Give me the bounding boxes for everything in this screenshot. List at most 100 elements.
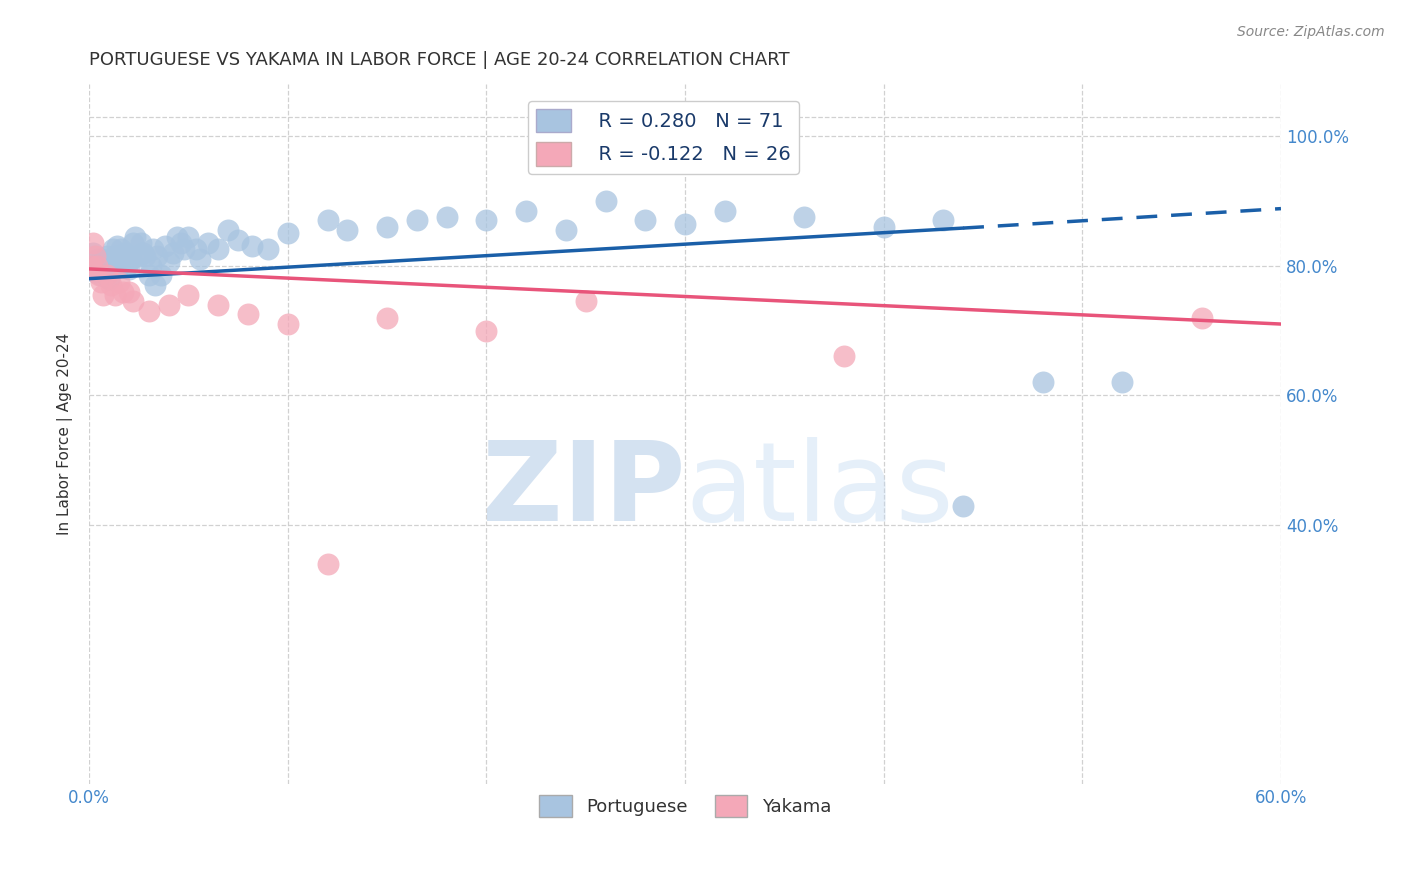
Point [475, 324, 498, 338]
Point [114, 245, 136, 260]
Point [94, 259, 117, 273]
Point [80, 259, 103, 273]
Point [436, 210, 458, 224]
Point [128, 249, 150, 263]
Point [98, 255, 121, 269]
Point [149, 268, 172, 283]
Point [142, 243, 165, 257]
Point [1032, 376, 1054, 390]
Point [84, 259, 107, 273]
Point [118, 261, 141, 276]
Point [207, 297, 229, 311]
Point [932, 213, 955, 227]
Point [87, 259, 110, 273]
Text: ZIP: ZIP [482, 437, 685, 544]
Point [713, 203, 735, 218]
Point [111, 249, 134, 263]
Point [1111, 376, 1133, 390]
Y-axis label: In Labor Force | Age 20-24: In Labor Force | Age 20-24 [58, 333, 73, 535]
Point [120, 252, 142, 267]
Point [169, 235, 191, 250]
Point [1191, 310, 1213, 325]
Point [132, 245, 155, 260]
Point [129, 235, 152, 250]
Point [118, 285, 141, 299]
Point [134, 249, 156, 263]
Point [121, 235, 143, 250]
Point [157, 297, 180, 311]
Point [236, 307, 259, 321]
Point [406, 213, 429, 227]
Point [98, 271, 121, 285]
Point [515, 203, 537, 218]
Text: atlas: atlas [685, 437, 953, 544]
Point [173, 243, 195, 257]
Point [952, 499, 974, 513]
Point [832, 350, 855, 364]
Point [673, 217, 696, 231]
Point [91, 288, 114, 302]
Point [595, 194, 617, 208]
Point [226, 233, 249, 247]
Legend: Portuguese, Yakama: Portuguese, Yakama [531, 788, 838, 824]
Point [190, 252, 212, 267]
Point [104, 249, 127, 263]
Point [100, 261, 122, 276]
Text: Source: ZipAtlas.com: Source: ZipAtlas.com [1237, 25, 1385, 39]
Point [115, 259, 138, 273]
Point [145, 249, 167, 263]
Point [873, 219, 896, 234]
Point [138, 304, 160, 318]
Point [375, 219, 398, 234]
Point [108, 275, 131, 289]
Point [166, 229, 188, 244]
Point [86, 259, 108, 273]
Point [87, 268, 110, 283]
Point [157, 255, 180, 269]
Point [316, 213, 339, 227]
Point [575, 294, 598, 309]
Point [207, 243, 229, 257]
Point [110, 243, 132, 257]
Point [84, 265, 107, 279]
Point [105, 239, 128, 253]
Point [104, 288, 127, 302]
Point [177, 229, 200, 244]
Point [138, 268, 160, 283]
Point [124, 229, 146, 244]
Point [90, 268, 112, 283]
Point [87, 261, 110, 276]
Point [111, 285, 134, 299]
Point [96, 249, 118, 263]
Point [80, 259, 103, 273]
Text: PORTUGUESE VS YAKAMA IN LABOR FORCE | AGE 20-24 CORRELATION CHART: PORTUGUESE VS YAKAMA IN LABOR FORCE | AG… [89, 51, 790, 69]
Point [240, 239, 263, 253]
Point [634, 213, 657, 227]
Point [375, 310, 398, 325]
Point [121, 294, 143, 309]
Point [554, 223, 576, 237]
Point [277, 317, 299, 331]
Point [90, 275, 112, 289]
Point [100, 278, 122, 293]
Point [177, 288, 200, 302]
Point [90, 252, 112, 267]
Point [139, 259, 162, 273]
Point [153, 239, 176, 253]
Point [257, 243, 280, 257]
Point [84, 249, 107, 263]
Point [82, 235, 104, 250]
Point [336, 223, 359, 237]
Point [475, 213, 498, 227]
Point [793, 210, 815, 224]
Point [162, 245, 184, 260]
Point [86, 252, 108, 267]
Point [82, 245, 104, 260]
Point [316, 557, 339, 571]
Point [108, 259, 131, 273]
Point [101, 243, 124, 257]
Point [96, 268, 118, 283]
Point [91, 261, 114, 276]
Point [197, 235, 219, 250]
Point [277, 227, 299, 241]
